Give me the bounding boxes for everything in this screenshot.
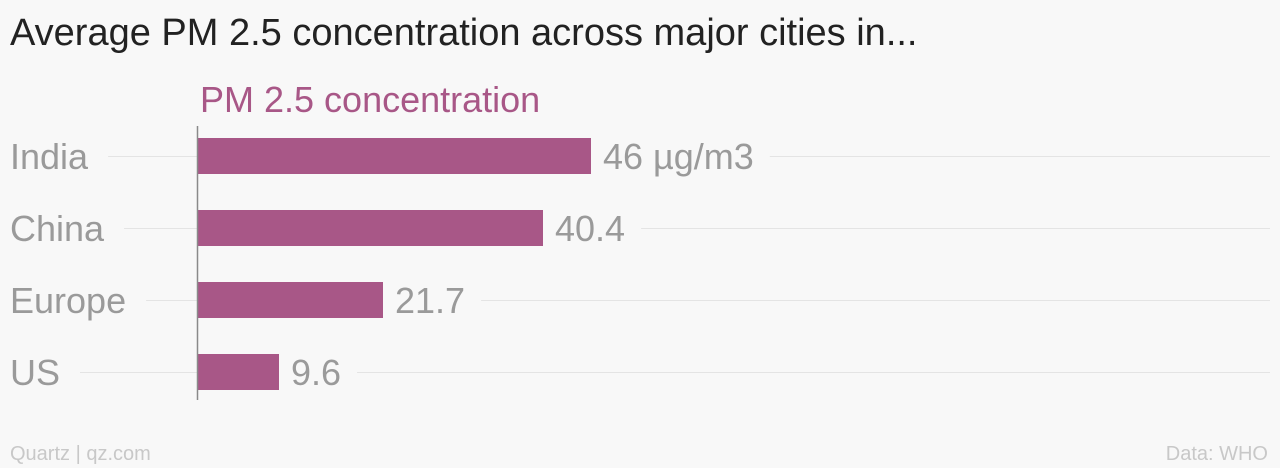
value-label-india: 46 µg/m3 [603, 136, 754, 177]
value-label-europe: 21.7 [395, 280, 465, 321]
bar-china [197, 210, 543, 246]
chart-title: Average PM 2.5 concentration across majo… [10, 12, 918, 54]
source-credit: Quartz | qz.com [10, 443, 151, 465]
value-label-china: 40.4 [555, 208, 625, 249]
category-label-china: China [10, 208, 105, 249]
category-label-us: US [10, 352, 60, 393]
category-label-india: India [10, 136, 89, 177]
category-label-europe: Europe [10, 280, 126, 321]
value-label-us: 9.6 [291, 352, 341, 393]
series-label: PM 2.5 concentration [200, 79, 540, 120]
bar-us [197, 354, 279, 390]
bar-india [197, 138, 591, 174]
data-source: Data: WHO [1165, 443, 1268, 465]
bar-europe [197, 282, 383, 318]
